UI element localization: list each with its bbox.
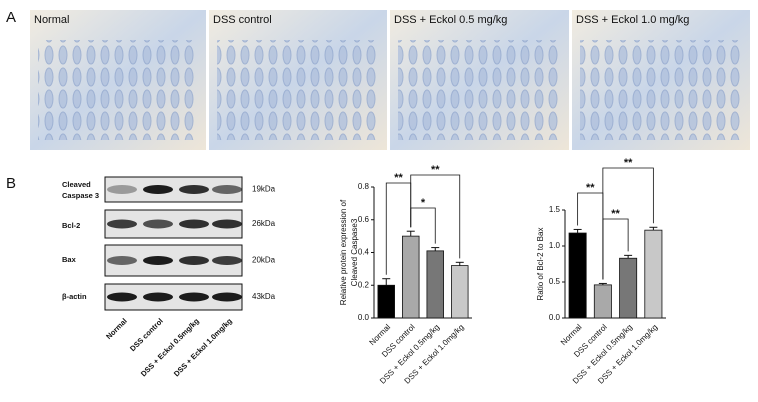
significance-label: ** <box>394 172 403 184</box>
panel-label: A <box>6 9 16 26</box>
y-tick-label: 0.0 <box>358 313 370 322</box>
histology-label: DSS + Eckol 0.5 mg/kg <box>394 14 507 26</box>
histology-label: DSS + Eckol 1.0 mg/kg <box>576 14 689 26</box>
blot-band <box>107 185 137 194</box>
histology-label: DSS control <box>213 14 272 26</box>
y-axis-label: Ratio of Bcl-2 to Bax <box>536 228 545 301</box>
molecular-weight: 20kDa <box>252 256 276 265</box>
y-tick-label: 0.6 <box>358 215 370 224</box>
blot-band <box>179 256 209 265</box>
bar <box>568 232 587 319</box>
y-tick-label: 1.0 <box>549 241 561 250</box>
y-tick-label: 0.2 <box>358 280 370 289</box>
protein-label: Bax <box>62 255 77 264</box>
bar <box>644 229 663 319</box>
blot-band <box>179 292 209 302</box>
significance-label: ** <box>431 164 440 176</box>
blot-band <box>143 292 173 302</box>
significance-bracket <box>602 167 654 280</box>
blot-band <box>143 219 173 229</box>
lane-label: DSS + Eckol 1.0mg/kg <box>172 316 234 378</box>
protein-label: Caspase 3 <box>62 191 99 200</box>
bar <box>451 265 469 319</box>
molecular-weight: 43kDa <box>252 292 276 301</box>
y-tick-label: 0.8 <box>358 182 370 191</box>
bar <box>619 257 638 319</box>
molecular-weight: 19kDa <box>252 185 276 194</box>
significance-bracket <box>410 174 461 259</box>
blot-band <box>179 219 209 229</box>
protein-label: Bcl-2 <box>62 221 80 230</box>
significance-label: ** <box>611 208 620 220</box>
bar <box>593 284 612 319</box>
histology-crypts <box>38 40 198 140</box>
significance-label: * <box>421 197 426 209</box>
molecular-weight: 26kDa <box>252 219 276 228</box>
histology-crypts <box>580 40 742 140</box>
blot-band <box>143 185 173 194</box>
y-axis-label: Relative protein expression of <box>339 199 348 305</box>
significance-label: ** <box>624 157 633 169</box>
x-tick-label: Normal <box>559 322 584 347</box>
lane-label: DSS control <box>128 316 165 353</box>
protein-label: β-actin <box>62 292 87 301</box>
blot-band <box>143 256 173 265</box>
y-tick-label: 0.4 <box>358 248 370 257</box>
y-tick-label: 0.5 <box>549 277 561 286</box>
blot-band <box>212 219 242 229</box>
histology-crypts <box>398 40 561 140</box>
significance-label: ** <box>586 182 595 194</box>
bar <box>426 250 444 319</box>
bar <box>402 235 420 319</box>
blot-band <box>212 292 242 302</box>
blot-band <box>107 256 137 265</box>
y-axis-label: Cleaved Caspase3 <box>350 218 359 286</box>
protein-label: Cleaved <box>62 180 91 189</box>
blot-band <box>179 185 209 194</box>
bar <box>377 284 395 319</box>
histology-crypts <box>217 40 379 140</box>
histology-label: Normal <box>34 14 69 26</box>
blot-band <box>212 185 242 194</box>
panel-label: B <box>6 175 16 192</box>
blot-band <box>107 292 137 302</box>
blot-band <box>212 256 242 265</box>
y-tick-label: 0.0 <box>549 313 561 322</box>
y-tick-label: 1.5 <box>549 205 561 214</box>
lane-label: Normal <box>104 316 129 341</box>
blot-band <box>107 219 137 229</box>
